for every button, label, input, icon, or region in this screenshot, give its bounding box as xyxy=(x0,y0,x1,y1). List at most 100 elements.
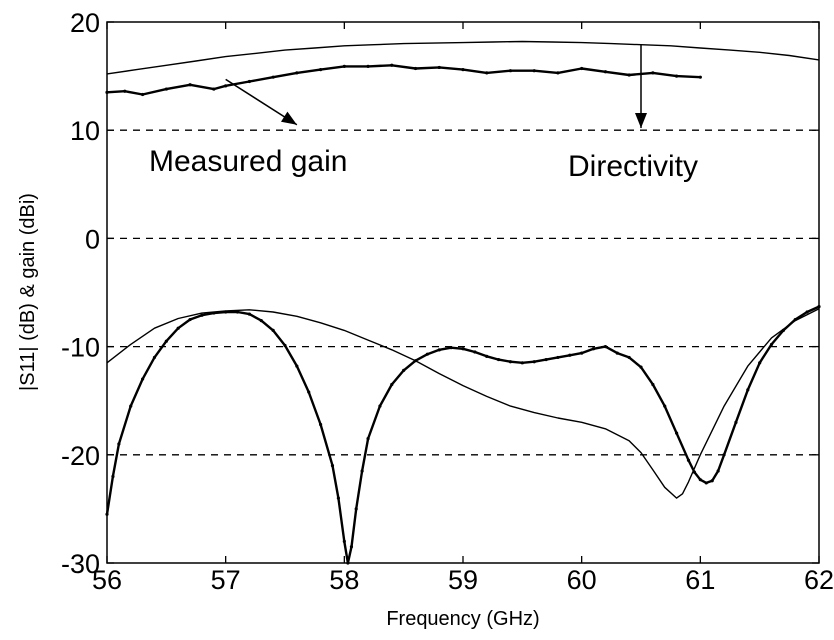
data-point xyxy=(129,404,133,408)
tick-layer: 56 57 58 59 60 61 62 -30 -20 -10 0 10 20 xyxy=(61,8,834,595)
data-point xyxy=(532,360,536,364)
data-point xyxy=(188,83,192,87)
data-point xyxy=(591,347,596,351)
data-point xyxy=(698,478,702,482)
data-point xyxy=(188,317,192,322)
x-tick-label: 60 xyxy=(567,565,597,595)
annotation-layer: Measured gain Directivity xyxy=(149,44,698,183)
data-point xyxy=(224,84,228,88)
data-point xyxy=(330,464,335,468)
data-point xyxy=(366,436,370,441)
data-point xyxy=(473,350,477,354)
data-point xyxy=(152,355,157,360)
data-point xyxy=(164,339,168,343)
y-tick-label: -30 xyxy=(61,549,100,579)
x-axis-label: Frequency (GHz) xyxy=(386,608,539,630)
data-point xyxy=(686,458,691,462)
data-point xyxy=(663,404,667,408)
data-point xyxy=(123,89,127,93)
data-point xyxy=(716,469,720,473)
series-line-directivity xyxy=(106,40,820,75)
data-point xyxy=(283,343,287,348)
data-point xyxy=(117,442,121,446)
data-point xyxy=(437,348,441,352)
annotation-label: Directivity xyxy=(568,150,698,183)
data-point xyxy=(651,71,655,75)
y-tick-label: 0 xyxy=(85,224,100,254)
data-point xyxy=(769,342,774,347)
data-point xyxy=(200,313,204,317)
data-point xyxy=(360,469,364,473)
data-point xyxy=(247,79,251,84)
data-point xyxy=(176,326,180,330)
data-point xyxy=(508,360,513,364)
data-point xyxy=(675,431,679,435)
data-point xyxy=(295,71,299,75)
data-point xyxy=(580,66,584,71)
x-tick-label: 62 xyxy=(804,565,834,595)
x-tick-label: 57 xyxy=(211,565,241,595)
data-point xyxy=(722,453,726,457)
y-axis-label: |S11| (dB) & gain (dBi) xyxy=(17,193,39,391)
data-point xyxy=(651,382,655,387)
x-tick-label: 59 xyxy=(448,565,478,595)
data-point xyxy=(235,310,240,314)
data-point xyxy=(319,422,323,427)
data-point xyxy=(247,312,251,316)
data-point xyxy=(627,355,631,360)
data-point xyxy=(141,92,145,97)
x-tick-label: 56 xyxy=(92,565,122,595)
y-tick-label: 10 xyxy=(70,116,100,146)
data-point xyxy=(295,364,299,368)
data-point xyxy=(508,69,513,73)
data-point xyxy=(271,75,275,79)
data-point xyxy=(485,71,489,75)
data-point xyxy=(271,328,275,332)
data-point xyxy=(568,353,572,357)
data-point xyxy=(307,390,311,394)
y-tick-label: -10 xyxy=(61,333,100,363)
y-tick-label: 20 xyxy=(70,8,100,38)
data-point xyxy=(758,361,762,365)
annotation-arrow-head xyxy=(635,113,647,129)
x-tick-label: 58 xyxy=(329,565,359,595)
data-point xyxy=(164,87,168,91)
data-point xyxy=(461,68,465,72)
data-point xyxy=(704,481,708,485)
series-layer xyxy=(105,40,821,565)
data-point xyxy=(556,71,560,75)
data-point xyxy=(692,470,697,474)
data-point xyxy=(336,496,340,500)
data-point xyxy=(449,346,453,350)
data-point xyxy=(425,352,429,356)
data-point xyxy=(485,354,489,358)
data-point xyxy=(141,377,145,381)
data-point xyxy=(497,357,501,362)
data-point xyxy=(615,351,619,355)
data-point xyxy=(212,311,216,315)
data-point xyxy=(413,359,418,363)
data-point xyxy=(639,365,643,369)
data-point xyxy=(675,74,679,78)
data-point xyxy=(461,347,465,351)
series-line-s11-simulated xyxy=(106,308,820,499)
data-point xyxy=(580,351,584,355)
data-point xyxy=(793,317,797,322)
data-point xyxy=(259,319,263,323)
data-point xyxy=(413,66,418,71)
data-point xyxy=(366,64,370,68)
data-point xyxy=(781,328,786,332)
data-point xyxy=(544,357,548,362)
data-point xyxy=(532,69,536,73)
data-point xyxy=(520,361,524,365)
data-point xyxy=(603,345,608,349)
data-point xyxy=(556,355,560,360)
data-point xyxy=(390,63,394,67)
data-point xyxy=(698,75,702,79)
data-point xyxy=(378,404,382,408)
data-point xyxy=(111,474,115,479)
data-point xyxy=(734,420,738,424)
data-point xyxy=(603,70,608,74)
